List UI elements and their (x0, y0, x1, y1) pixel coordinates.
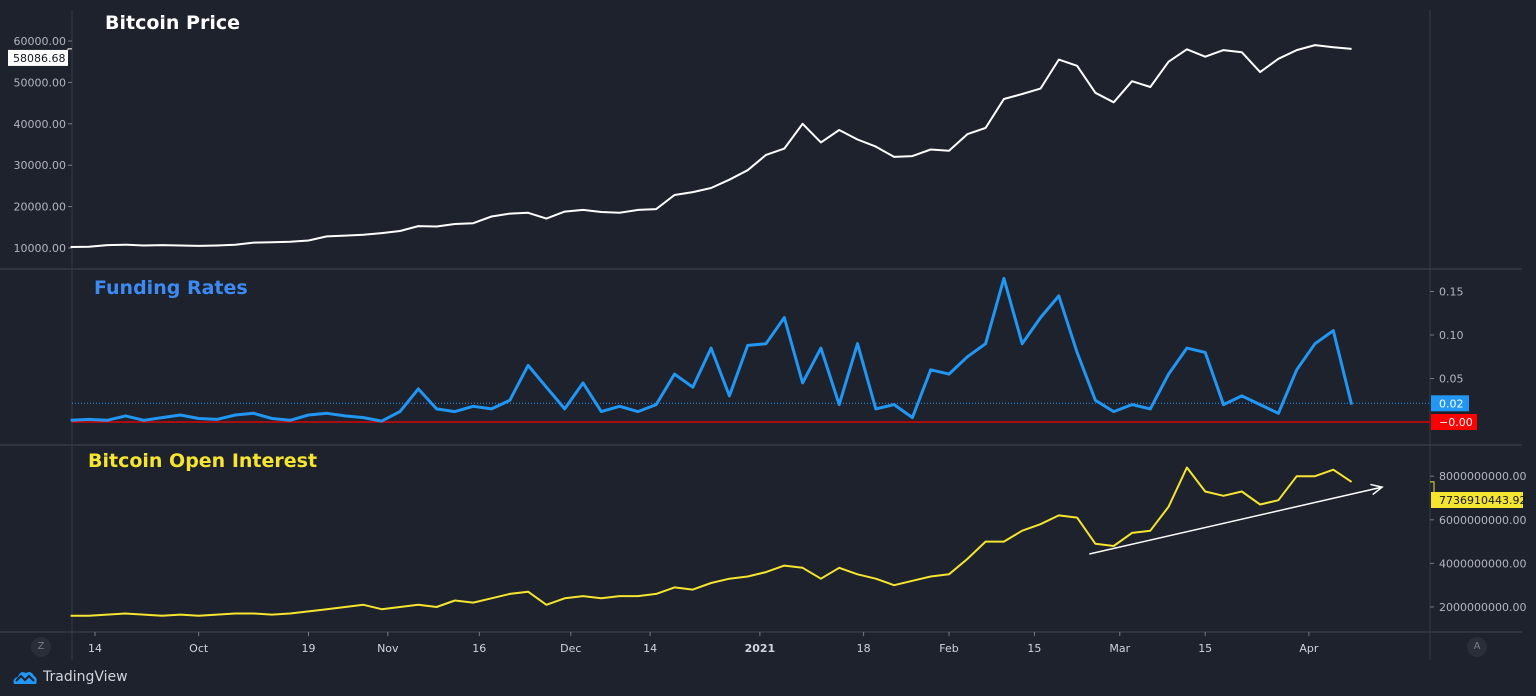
price-ytick-label: 40000.00 (14, 118, 67, 131)
open-interest-ytick-label: 4000000000.00 (1439, 557, 1526, 570)
funding-series-line[interactable] (70, 276, 1354, 423)
time-tick-label: Dec (560, 642, 581, 655)
trendline-arrow-head (1370, 483, 1384, 496)
funding-last-value-text: 0.02 (1439, 397, 1464, 410)
price-ytick-label: 20000.00 (14, 201, 67, 214)
time-tick-label: 15 (1027, 642, 1041, 655)
price-ytick-label: 30000.00 (14, 159, 67, 172)
tradingview-logo-text: TradingView (43, 669, 128, 685)
open-interest-last-value-badge (1431, 492, 1523, 508)
tradingview-logo[interactable]: TradingView (12, 668, 128, 686)
price-pane-title: Bitcoin Price (105, 12, 241, 34)
time-tick-label: Mar (1109, 642, 1130, 655)
open-interest-pane-title: Bitcoin Open Interest (88, 450, 318, 472)
time-tick-label: 15 (1198, 642, 1212, 655)
time-tick-label: 18 (857, 642, 871, 655)
funding-last-value-badge (1431, 395, 1469, 412)
open-interest-last-value-text: 7736910443.92 (1439, 494, 1526, 507)
time-tick-label: Feb (939, 642, 958, 655)
funding-pane-title: Funding Rates (94, 277, 248, 299)
open-interest-series-line[interactable] (70, 466, 1353, 617)
open-interest-ytick-label: 6000000000.00 (1439, 514, 1526, 527)
price-last-value-badge (8, 49, 68, 66)
funding-ytick-label: 0.15 (1439, 286, 1464, 299)
funding-zero-badge (1431, 414, 1477, 430)
price-ytick-label: 50000.00 (14, 76, 67, 89)
funding-ytick-label: 0.05 (1439, 373, 1464, 386)
time-tick-label: 19 (302, 642, 316, 655)
open-interest-ytick-label: 2000000000.00 (1439, 601, 1526, 614)
time-tick-label: Oct (189, 642, 209, 655)
price-ytick-label: 10000.00 (14, 242, 67, 255)
time-tick-label: 2021 (745, 642, 776, 655)
time-tick-label: Nov (377, 642, 399, 655)
tradingview-cloud-icon (13, 672, 37, 684)
zoom-button[interactable]: Z (31, 637, 51, 657)
time-tick-label: 14 (88, 642, 102, 655)
time-tick-label: 14 (643, 642, 657, 655)
price-last-value-pointer (67, 48, 72, 50)
auto-scale-button[interactable]: A (1467, 637, 1487, 657)
open-interest-ytick-label: 8000000000.00 (1439, 470, 1526, 483)
price-ytick-label: 60000.00 (14, 35, 67, 48)
time-tick-label: 16 (472, 642, 486, 655)
trendline-drawing[interactable] (1089, 486, 1383, 555)
price-series-line[interactable] (70, 44, 1352, 248)
time-tick-label: Apr (1299, 642, 1319, 655)
funding-zero-text: −0.00 (1439, 416, 1473, 429)
funding-ytick-label: 0.10 (1439, 329, 1464, 342)
open-interest-last-value-pointer (1430, 481, 1435, 492)
price-last-value-text: 58086.68 (13, 52, 66, 65)
